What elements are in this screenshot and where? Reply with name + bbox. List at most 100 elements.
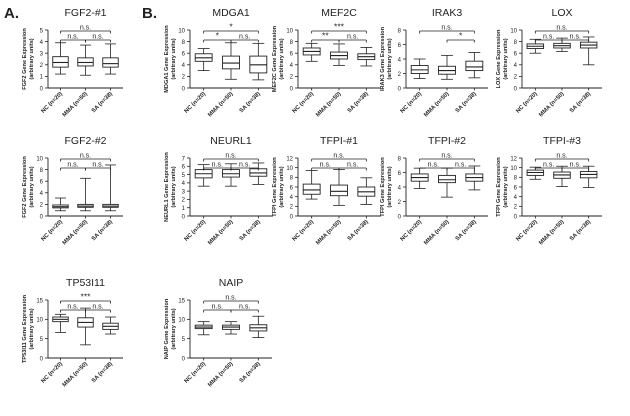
x-tick-label: MMA (n=50) [538,91,565,118]
y-tick-label: 10 [286,28,293,34]
significance-label: n.s. [239,33,250,40]
y-tick-label: 5 [40,28,44,34]
significance-label: n.s. [67,161,78,168]
y-tick-label: 0 [514,86,518,92]
significance-label: * [229,21,233,31]
significance-label: n.s. [333,152,344,159]
x-tick-label: SA (n=38) [91,219,114,242]
x-tick-label: SA (n=38) [455,91,478,114]
significance-label: n.s. [67,33,78,40]
y-tick-label: 12 [286,156,293,162]
y-axis-title: MEF2C Gene Expression [272,25,278,92]
y-tick-label: 6 [514,52,518,58]
significance-label: n.s. [455,161,466,168]
x-tick-label: SA (n=38) [239,361,262,384]
y-tick-label: 4 [514,63,518,69]
x-tick-label: NC (n=20) [292,219,316,243]
y-tick-label: 0 [290,214,294,220]
y-tick-label: 4 [290,63,294,69]
x-tick-label: NC (n=20) [184,91,208,115]
x-tick-label: MMA (n=50) [315,91,342,118]
y-tick-label: 4 [290,195,294,201]
significance-label: n.s. [80,152,91,159]
y-axis-title: LOX Gene Expression [496,29,502,88]
significance-label: n.s. [92,303,103,310]
y-tick-label: 8 [398,28,402,34]
y-tick-label: 6 [182,52,186,58]
chart-mef2c: MEF2C 0 2 4 6 8 10 MEF2C Gene Expression (arbitr… [272,7,380,118]
chart-title: LOX [551,7,572,19]
x-tick-label: MMA (n=50) [207,219,234,246]
significance-label: n.s. [543,33,554,40]
chart-tfpi-1: TFPI-#1 0 2 4 6 8 10 12 TFPI Gene Expression (arb… [272,135,380,246]
chart-fgf2-1: FGF2-#1 0 1 2 3 4 5 FGF2 Gene Expression (arbitr… [22,7,123,118]
significance-label: n.s. [543,161,554,168]
x-tick-label: MMA (n=50) [62,91,89,118]
y-axis-title: (arbitrary units) [279,38,285,79]
box-iqr [330,184,348,197]
y-tick-label: 2 [40,63,44,69]
chart-title: TP53I11 [66,277,105,289]
chart-title: TFPI-#2 [428,135,466,147]
y-tick-label: 3 [182,189,186,195]
y-axis-title: MDGA1 Gene Expression [164,25,170,93]
y-tick-label: 6 [398,171,402,177]
y-tick-label: 0 [182,356,186,362]
y-axis-title: (arbitrary units) [387,38,393,79]
y-tick-label: 10 [510,166,517,172]
y-tick-label: 2 [290,75,294,81]
x-tick-label: NC (n=20) [400,219,424,243]
chart-naip: NAIP 0 5 10 15 NAIP Gene Expression (arbitrary… [164,277,272,388]
y-tick-label: 0 [40,356,44,362]
y-tick-label: 10 [510,28,517,34]
y-tick-label: 10 [178,28,185,34]
y-tick-label: 6 [514,185,518,191]
chart-tfpi-3: TFPI-#3 0 2 4 6 8 10 12 TFPI Gene Expression (arb… [496,135,602,246]
x-tick-label: SA (n=38) [347,219,370,242]
y-tick-label: 8 [514,176,518,182]
y-tick-label: 8 [182,40,186,46]
y-tick-label: 0 [398,86,402,92]
y-tick-label: 8 [40,168,44,174]
significance-label: n.s. [239,161,250,168]
y-tick-label: 0 [398,214,402,220]
y-tick-label: 4 [398,57,402,63]
x-tick-label: NC (n=20) [515,91,539,115]
y-tick-label: 12 [510,156,517,162]
chart-title: TFPI-#3 [543,135,581,147]
y-tick-label: 2 [398,72,402,78]
panel-a-label: A. [4,5,19,22]
x-tick-label: SA (n=38) [91,361,114,384]
y-axis-title: TP53I11 Gene Expression [22,294,28,363]
y-tick-label: 8 [290,176,294,182]
significance-label: ** [322,30,329,40]
significance-label: n.s. [92,161,103,168]
y-tick-label: 0 [514,214,518,220]
y-tick-label: 15 [178,298,185,304]
y-tick-label: 4 [398,185,402,191]
y-axis-title: FGF2 Gene Expression [22,28,28,90]
x-tick-label: NC (n=20) [184,219,208,243]
y-tick-label: 7 [182,156,186,162]
y-axis-title: (arbitrary units) [279,166,285,207]
y-axis-title: TFPI Gene Expression [272,157,278,217]
y-tick-label: 6 [40,180,44,186]
significance-label: n.s. [441,152,452,159]
chart-mdga1: MDGA1 0 2 4 6 8 10 MDGA1 Gene Expression (arbitr… [164,7,272,118]
x-tick-label: NC (n=20) [40,361,64,385]
y-tick-label: 10 [286,166,293,172]
y-axis-title: FGF2 Gene Expression [22,156,28,218]
x-tick-label: NC (n=20) [40,219,64,243]
y-axis-title: (arbitrary units) [171,38,177,79]
chart-neurl1: NEURL1 0 1 2 3 4 5 6 7 NEURL1 Gene Expression (arb… [164,135,272,246]
significance-label: * [459,30,463,40]
box-iqr [52,56,69,68]
y-tick-label: 4 [40,40,44,46]
significance-label: n.s. [347,161,358,168]
box-iqr [438,174,456,184]
x-tick-label: SA (n=38) [569,219,592,242]
y-tick-label: 2 [514,205,518,211]
x-tick-label: NC (n=20) [515,219,539,243]
y-tick-label: 8 [514,40,518,46]
y-tick-label: 2 [182,198,186,204]
